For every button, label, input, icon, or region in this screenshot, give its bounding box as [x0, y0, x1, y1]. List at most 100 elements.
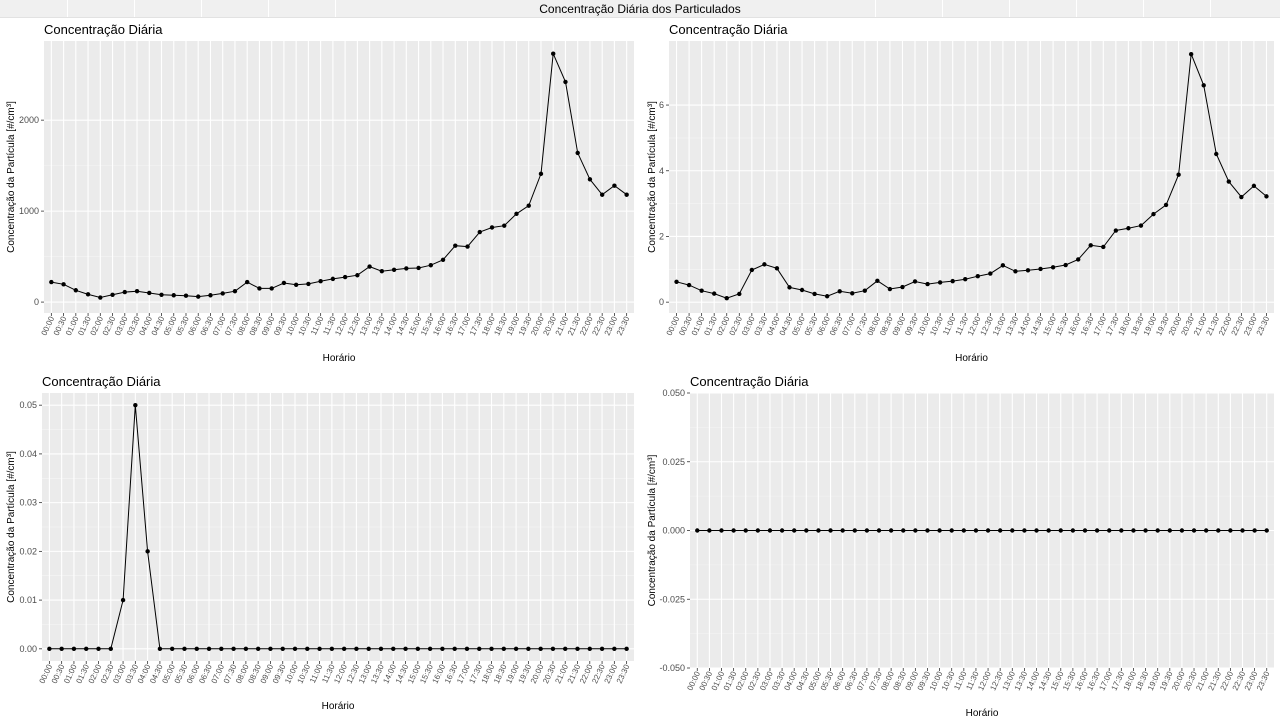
- data-point: [147, 290, 152, 296]
- data-point: [937, 280, 943, 285]
- data-point: [599, 646, 605, 652]
- data-point: [949, 528, 954, 533]
- data-point: [612, 646, 617, 652]
- data-point: [900, 284, 905, 290]
- data-point: [1216, 528, 1221, 533]
- data-point: [812, 291, 817, 297]
- data-point: [293, 282, 299, 287]
- data-point: [1228, 528, 1233, 533]
- data-point: [122, 289, 127, 295]
- data-point: [110, 292, 115, 298]
- data-point: [538, 646, 543, 652]
- y-tick-label: 0.02: [19, 546, 37, 556]
- y-tick-label: 6: [659, 100, 664, 110]
- data-point: [599, 192, 605, 197]
- y-tick-label: -0.025: [659, 594, 685, 604]
- y-tick-label: 0.03: [19, 498, 37, 508]
- data-point: [169, 646, 175, 652]
- data-point: [1191, 528, 1197, 533]
- data-point: [1264, 528, 1269, 533]
- data-point: [1264, 194, 1269, 199]
- data-point: [355, 273, 360, 278]
- data-point: [453, 243, 458, 248]
- data-point: [1038, 266, 1043, 272]
- data-point: [194, 646, 199, 652]
- data-point: [318, 278, 323, 284]
- data-point: [378, 646, 384, 652]
- x-axis-label: Horário: [323, 353, 356, 364]
- data-point: [925, 281, 930, 287]
- y-tick-label: 4: [659, 166, 664, 176]
- title-bar-segment: [942, 0, 1010, 17]
- data-point: [526, 203, 531, 208]
- x-axis-label: Horário: [966, 708, 999, 719]
- data-point: [477, 646, 482, 652]
- data-point: [1034, 528, 1039, 533]
- data-point: [1058, 528, 1063, 533]
- y-tick-label: 0: [34, 297, 39, 307]
- data-point: [232, 288, 238, 294]
- y-axis-label: Concentração da Partícula [#/cm³]: [647, 454, 658, 606]
- data-point: [804, 528, 809, 533]
- data-point: [1143, 528, 1148, 533]
- data-point: [887, 286, 893, 292]
- data-point: [280, 646, 285, 652]
- y-tick-label: 0.000: [662, 526, 685, 536]
- y-tick-label: 0.01: [19, 595, 37, 605]
- data-point: [220, 291, 225, 296]
- data-point: [961, 528, 967, 533]
- data-point: [391, 267, 397, 272]
- data-point: [206, 646, 212, 652]
- data-point: [1000, 263, 1006, 268]
- y-tick-label: 2000: [19, 115, 39, 125]
- data-point: [1010, 528, 1015, 533]
- data-point: [427, 646, 433, 652]
- data-point: [695, 528, 700, 533]
- y-tick-label: 0.00: [19, 644, 37, 654]
- data-point: [731, 528, 736, 533]
- data-point: [985, 528, 991, 533]
- data-point: [850, 291, 855, 296]
- data-point: [538, 171, 544, 177]
- data-point: [937, 528, 942, 533]
- data-point: [171, 293, 176, 298]
- data-point: [950, 278, 955, 284]
- y-axis-label: Concentração da Partícula [#/cm³]: [6, 451, 17, 603]
- data-point: [1119, 528, 1124, 533]
- data-point: [243, 646, 249, 652]
- data-point: [1070, 528, 1076, 533]
- data-point: [477, 229, 482, 235]
- data-point: [182, 646, 187, 652]
- data-point: [707, 528, 712, 533]
- title-bar-segment: [268, 0, 336, 17]
- data-point: [1082, 528, 1088, 533]
- data-point: [925, 528, 930, 533]
- window-title-bar: [0, 0, 1280, 18]
- data-point: [624, 646, 629, 652]
- data-point: [440, 257, 446, 262]
- data-point: [674, 279, 679, 284]
- data-point: [1107, 528, 1112, 533]
- data-point: [774, 266, 780, 271]
- y-tick-label: 0.050: [662, 388, 685, 398]
- data-point: [988, 271, 993, 276]
- data-point: [342, 274, 348, 280]
- data-point: [743, 528, 748, 533]
- data-point: [47, 646, 52, 652]
- data-point: [1203, 528, 1209, 533]
- data-point: [997, 528, 1003, 533]
- data-point: [257, 286, 262, 291]
- data-point: [719, 528, 724, 533]
- data-point: [587, 646, 592, 652]
- data-point: [145, 549, 150, 554]
- data-point: [913, 528, 918, 533]
- data-point: [828, 528, 833, 533]
- data-point: [612, 183, 617, 188]
- data-point: [1251, 183, 1257, 189]
- data-point: [1063, 262, 1068, 268]
- data-point: [268, 646, 273, 652]
- data-point: [403, 646, 408, 652]
- data-point: [330, 276, 336, 282]
- data-point: [513, 646, 519, 652]
